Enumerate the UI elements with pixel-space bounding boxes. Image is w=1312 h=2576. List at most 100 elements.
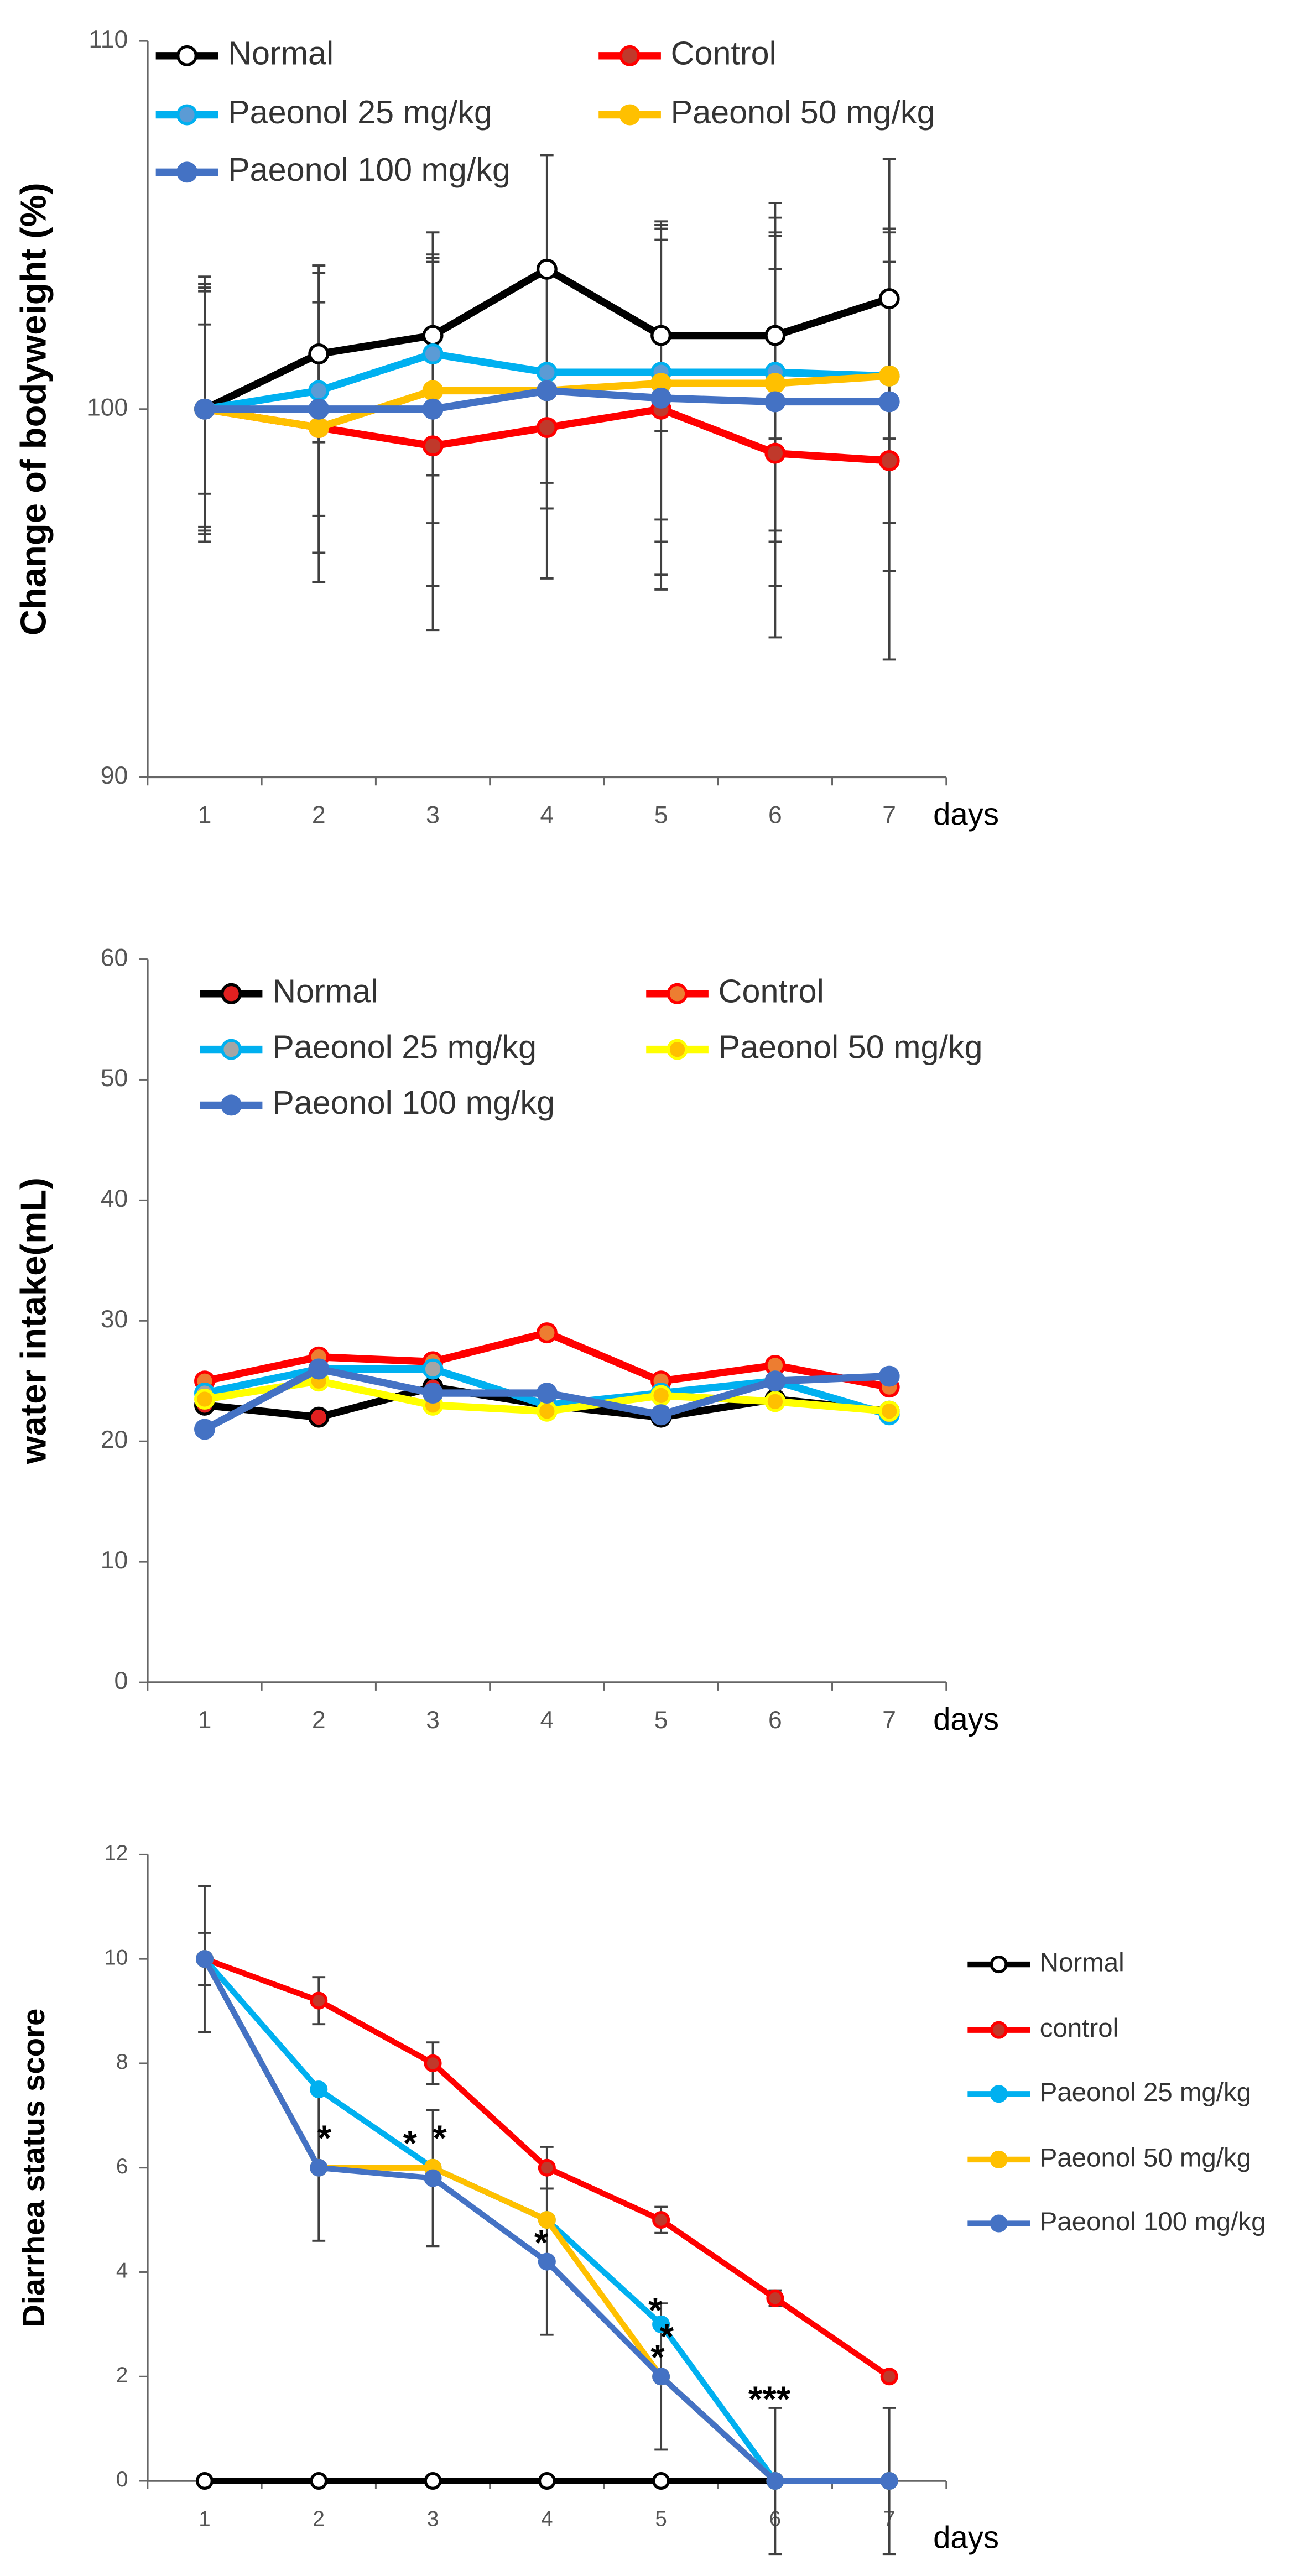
legend-label: Normal <box>1040 1948 1124 1978</box>
x-tick-label: 2 <box>312 801 326 828</box>
legend-label: Paeonol 25 mg/kg <box>1040 2078 1251 2107</box>
legend-label: Paeonol 100 mg/kg <box>1040 2207 1266 2236</box>
x-tick-label: 5 <box>655 2507 667 2531</box>
legend-label: Paeonol 50 mg/kg <box>1040 2143 1251 2172</box>
annotation: *** <box>748 2379 791 2419</box>
legend-label: Normal <box>228 34 334 71</box>
data-point <box>538 2158 556 2177</box>
x-tick-label: 4 <box>540 1707 554 1734</box>
data-point <box>536 417 558 439</box>
y-axis-label: Diarrhea status score <box>16 2009 51 2327</box>
x-axis-label: days <box>933 1702 999 1737</box>
data-point <box>878 288 900 310</box>
data-point <box>422 435 444 457</box>
legend-marker <box>990 2021 1008 2039</box>
legend-marker <box>990 2085 1008 2103</box>
x-tick-label: 1 <box>199 2507 210 2531</box>
legend-marker <box>667 983 688 1004</box>
y-tick-label: 110 <box>88 26 128 53</box>
y-tick-label: 4 <box>116 2259 128 2283</box>
x-tick-label: 1 <box>198 1707 212 1734</box>
y-tick-label: 90 <box>101 762 128 789</box>
data-point <box>650 325 672 346</box>
data-point <box>422 343 444 364</box>
data-point <box>308 343 330 364</box>
data-point <box>652 2315 670 2333</box>
data-point <box>424 2169 442 2187</box>
x-tick-label: 3 <box>427 2507 439 2531</box>
data-point <box>422 325 444 346</box>
data-point <box>310 1991 328 2010</box>
data-point <box>878 1400 900 1422</box>
x-tick-label: 2 <box>313 2507 325 2531</box>
x-axis-label: days <box>933 2520 999 2555</box>
data-point <box>652 2472 670 2490</box>
data-point <box>195 1950 214 1968</box>
x-tick-label: 1 <box>198 801 212 828</box>
data-point <box>536 362 558 383</box>
data-point <box>308 1358 330 1380</box>
legend-marker <box>176 45 197 66</box>
data-point <box>536 1400 558 1422</box>
y-tick-label: 0 <box>114 1667 128 1694</box>
y-tick-label: 8 <box>116 2050 128 2074</box>
data-point <box>422 1358 444 1380</box>
data-point <box>764 1370 786 1392</box>
data-point <box>650 1385 672 1406</box>
legend-marker <box>990 2214 1008 2233</box>
y-tick-label: 20 <box>101 1426 128 1453</box>
legend-label: Paeonol 100 mg/kg <box>272 1084 555 1121</box>
y-axis-label: water intake(mL) <box>13 1177 53 1464</box>
y-tick-label: 100 <box>87 394 128 421</box>
data-point <box>308 380 330 401</box>
annotation: * <box>660 2316 674 2356</box>
data-point <box>310 2080 328 2099</box>
x-tick-label: 2 <box>312 1707 326 1734</box>
data-point <box>880 2368 898 2386</box>
data-point <box>764 373 786 394</box>
data-point <box>650 1404 672 1426</box>
y-tick-label: 10 <box>104 1946 128 1969</box>
data-point <box>536 1383 558 1404</box>
y-tick-label: 10 <box>101 1547 128 1574</box>
legend-label: Normal <box>272 972 378 1009</box>
data-point <box>878 450 900 471</box>
data-point <box>764 442 786 464</box>
legend-marker <box>176 104 197 126</box>
annotation: * <box>433 2118 447 2158</box>
x-axis-label: days <box>933 796 999 831</box>
x-tick-label: 5 <box>654 801 668 828</box>
data-point <box>194 1419 215 1440</box>
y-axis-label: Change of bodyweight (%) <box>13 182 53 635</box>
data-point <box>308 1406 330 1428</box>
data-point <box>422 380 444 401</box>
y-tick-label: 6 <box>116 2155 128 2178</box>
x-tick-label: 6 <box>768 1707 782 1734</box>
legend-marker <box>221 1039 242 1060</box>
data-point <box>764 325 786 346</box>
legend-label: Control <box>719 972 824 1009</box>
legend-label: Paeonol 25 mg/kg <box>228 93 492 131</box>
y-tick-label: 30 <box>101 1306 128 1333</box>
data-point <box>764 1391 786 1412</box>
legend-label: control <box>1040 2014 1118 2043</box>
legend-label: Paeonol 50 mg/kg <box>671 93 935 131</box>
data-point <box>536 380 558 401</box>
data-point <box>878 365 900 387</box>
y-tick-label: 12 <box>104 1842 128 1865</box>
data-point <box>310 2472 328 2490</box>
legend-marker <box>221 983 242 1004</box>
annotation: * <box>648 2290 663 2330</box>
legend-label: Paeonol 25 mg/kg <box>272 1028 537 1065</box>
legend-marker <box>990 2150 1008 2168</box>
data-point <box>424 2472 442 2490</box>
data-point <box>878 1365 900 1387</box>
data-point <box>308 417 330 439</box>
data-point <box>650 387 672 409</box>
data-point <box>194 398 215 420</box>
y-tick-label: 2 <box>116 2363 128 2387</box>
legend-label: Paeonol 100 mg/kg <box>228 151 511 188</box>
annotation: * <box>403 2123 418 2163</box>
data-point <box>880 2472 898 2490</box>
